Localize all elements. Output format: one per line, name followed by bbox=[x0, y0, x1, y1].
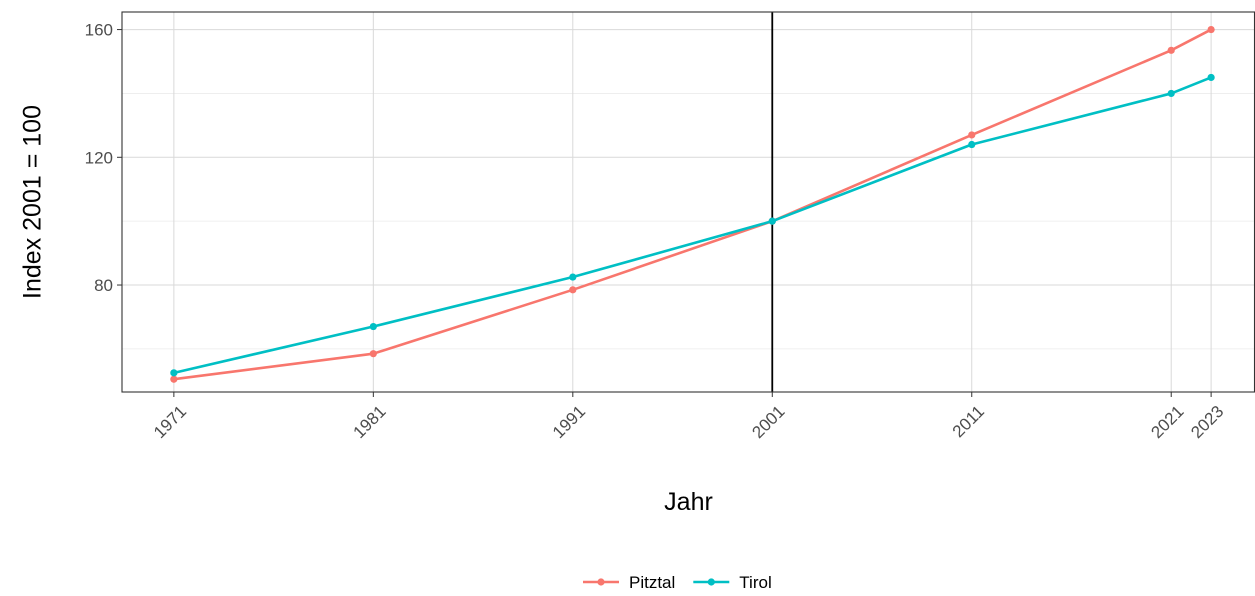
data-point-tirol bbox=[369, 322, 377, 331]
data-point-pitztal bbox=[968, 131, 976, 139]
plot-panel-border bbox=[121, 11, 1255, 393]
data-point-tirol bbox=[968, 140, 976, 149]
y-tick-label: 80 bbox=[94, 276, 113, 295]
data-point-tirol bbox=[768, 217, 776, 225]
data-point-tirol bbox=[1207, 73, 1215, 82]
data-point-pitztal bbox=[569, 286, 577, 294]
data-point-tirol bbox=[569, 273, 577, 281]
x-tick-label: 2011 bbox=[949, 402, 988, 441]
x-tick-label: 2001 bbox=[748, 402, 788, 442]
data-point-tirol bbox=[170, 369, 178, 377]
legend: Pitztal Tirol bbox=[583, 573, 772, 592]
x-tick-label: 2021 bbox=[1147, 402, 1187, 442]
data-point-pitztal bbox=[170, 375, 178, 383]
series-line-pitztal bbox=[173, 28, 1212, 381]
x-tick-label: 1981 bbox=[349, 402, 389, 442]
data-point-pitztal bbox=[1207, 25, 1215, 34]
data-point-pitztal bbox=[1167, 46, 1175, 54]
series-layer bbox=[170, 25, 1215, 383]
y-axis: 80 120 160 bbox=[85, 21, 122, 295]
series-line-tirol bbox=[173, 76, 1212, 375]
data-point-tirol bbox=[1167, 89, 1175, 98]
x-tick-label: 1991 bbox=[549, 402, 589, 442]
y-tick-label: 120 bbox=[85, 148, 113, 167]
grid bbox=[122, 12, 1255, 392]
y-axis-title: Index 2001 = 100 bbox=[19, 105, 47, 299]
x-tick-label: 1971 bbox=[150, 402, 190, 442]
legend-key-point bbox=[707, 578, 715, 586]
legend-item-tirol: Tirol bbox=[693, 573, 772, 592]
y-tick-label: 160 bbox=[85, 21, 113, 40]
x-axis-title: Jahr bbox=[664, 488, 713, 516]
legend-item-pitztal: Pitztal bbox=[583, 573, 675, 592]
x-axis: 1971 1981 1991 2001 2011 2021 2023 bbox=[150, 392, 1227, 442]
x-tick-label: 2023 bbox=[1187, 402, 1227, 442]
legend-label: Tirol bbox=[739, 573, 771, 592]
legend-label: Pitztal bbox=[629, 573, 675, 592]
data-point-pitztal bbox=[369, 350, 377, 358]
legend-key-point bbox=[597, 578, 605, 586]
